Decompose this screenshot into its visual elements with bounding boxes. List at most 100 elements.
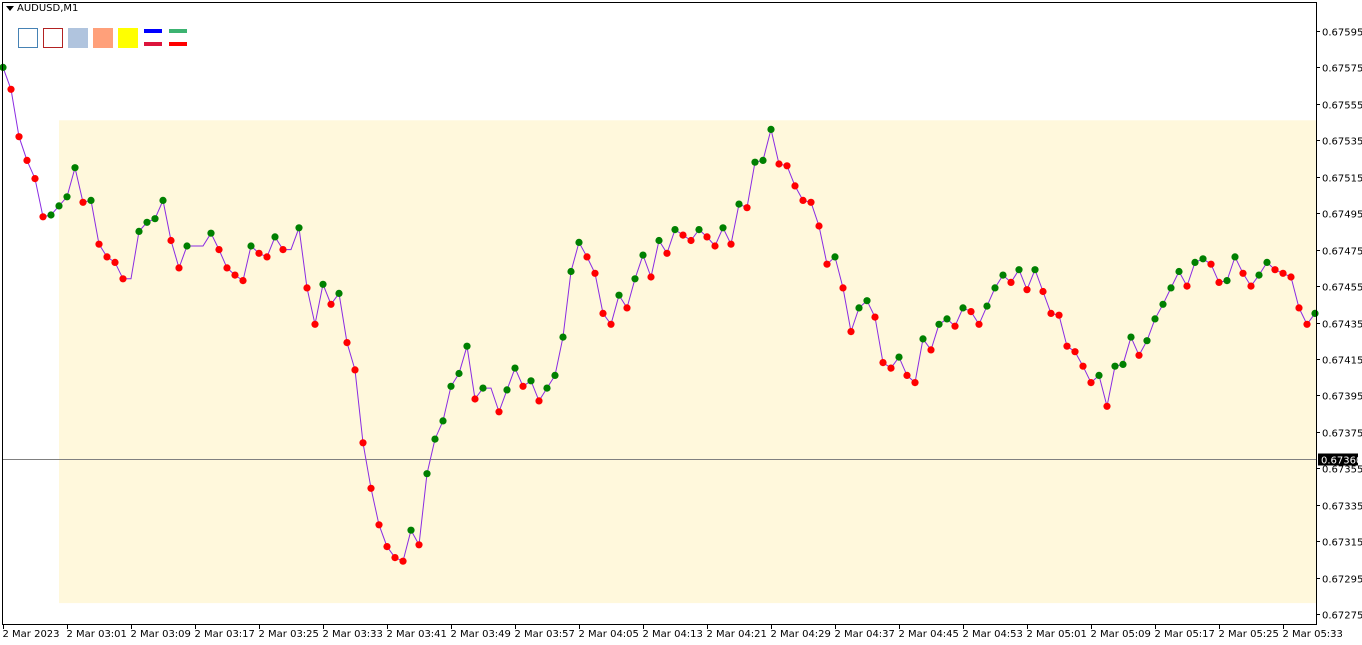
down-bar-dot xyxy=(599,309,607,317)
down-bar-dot xyxy=(679,231,687,239)
down-bar-dot xyxy=(887,364,895,372)
up-bar-dot xyxy=(863,297,871,305)
down-bar-dot xyxy=(791,182,799,190)
x-tick-label: 2 Mar 04:29 xyxy=(771,629,831,640)
line-pair-blue-crimson-tool[interactable] xyxy=(143,28,163,48)
up-bar-dot xyxy=(759,156,767,164)
line-pair-green-red-tool[interactable] xyxy=(168,28,188,48)
down-bar-dot xyxy=(119,275,127,283)
down-bar-dot xyxy=(783,162,791,170)
highlight-zone[interactable] xyxy=(59,120,1316,604)
up-bar-dot xyxy=(655,236,663,245)
down-bar-dot xyxy=(871,313,879,321)
x-tick-label: 2 Mar 05:33 xyxy=(1283,629,1343,640)
price-axis: 0.67595 0.67575 0.67555 0.67535 0.67515 0.674… xyxy=(1316,28,1362,622)
down-bar-dot xyxy=(1047,309,1055,317)
up-bar-dot xyxy=(983,302,991,310)
dropdown-triangle-icon[interactable] xyxy=(6,6,14,11)
down-bar-dot xyxy=(1239,269,1247,277)
up-bar-dot xyxy=(1127,333,1135,341)
down-bar-dot xyxy=(1295,304,1303,312)
up-bar-dot xyxy=(1175,267,1183,276)
up-bar-dot xyxy=(671,226,679,234)
up-bar-dot xyxy=(639,251,647,259)
up-bar-dot xyxy=(511,364,519,372)
down-bar-dot xyxy=(535,397,543,405)
up-bar-dot xyxy=(1311,309,1319,317)
down-bar-dot xyxy=(1303,320,1311,328)
down-bar-dot xyxy=(367,484,375,492)
up-bar-dot xyxy=(135,227,143,235)
x-tick-label: 2 Mar 03:33 xyxy=(323,629,383,640)
down-bar-dot xyxy=(1215,278,1223,286)
down-bar-dot xyxy=(951,322,959,330)
y-tick-label: 0.67495 xyxy=(1322,210,1362,221)
down-bar-dot xyxy=(1007,278,1015,286)
rectangle-outline-red-tool[interactable] xyxy=(43,28,63,48)
up-bar-dot xyxy=(423,470,431,478)
down-bar-dot xyxy=(799,196,807,204)
x-tick-label: 2 Mar 05:25 xyxy=(1219,629,1279,640)
down-bar-dot xyxy=(591,269,599,277)
x-tick-label: 2 Mar 04:13 xyxy=(643,629,703,640)
up-bar-dot xyxy=(1255,271,1263,279)
x-tick-label: 2 Mar 04:53 xyxy=(963,629,1023,640)
x-tick-label: 2 Mar 2023 xyxy=(3,629,60,640)
up-bar-dot xyxy=(295,224,303,232)
rectangle-filled-steelblue-tool[interactable] xyxy=(68,28,88,48)
x-tick-label: 2 Mar 04:37 xyxy=(835,629,895,640)
down-bar-dot xyxy=(23,156,31,164)
down-bar-dot xyxy=(343,339,351,347)
up-bar-dot xyxy=(543,384,551,392)
time-axis: 2 Mar 2023 2 Mar 03:01 2 Mar 03:09 2 Mar 03… xyxy=(3,625,1343,640)
up-bar-dot xyxy=(439,417,447,425)
down-bar-dot xyxy=(1287,273,1295,281)
down-bar-dot xyxy=(303,284,311,292)
down-bar-dot xyxy=(399,557,407,565)
up-bar-dot xyxy=(1231,253,1239,261)
down-bar-dot xyxy=(391,554,399,562)
down-bar-dot xyxy=(1055,311,1063,319)
down-bar-dot xyxy=(1271,266,1279,274)
plot-frame xyxy=(2,2,1317,625)
rectangle-outline-blue-tool[interactable] xyxy=(18,28,38,48)
up-bar-dot xyxy=(407,526,415,534)
y-tick-label: 0.67275 xyxy=(1322,611,1362,622)
up-bar-dot xyxy=(447,382,455,390)
up-bar-dot xyxy=(631,275,639,283)
y-tick-label: 0.67555 xyxy=(1322,101,1362,112)
down-bar-dot xyxy=(415,541,423,549)
down-bar-dot xyxy=(111,258,119,266)
bid-price-label-bg xyxy=(1318,453,1358,466)
down-bar-dot xyxy=(351,366,359,374)
up-bar-dot xyxy=(991,284,999,292)
rectangle-filled-salmon-tool[interactable] xyxy=(93,28,113,48)
down-bar-dot xyxy=(1079,362,1087,370)
down-bar-dot xyxy=(815,222,823,230)
down-bar-dot xyxy=(623,304,631,312)
rectangle-filled-yellow-tool[interactable] xyxy=(118,28,138,48)
up-bar-dot xyxy=(1159,300,1167,308)
up-bar-dot xyxy=(735,200,743,208)
up-bar-dot xyxy=(831,253,839,261)
up-bar-dot xyxy=(151,215,159,223)
x-tick-label: 2 Mar 03:25 xyxy=(259,629,319,640)
up-bar-dot xyxy=(431,435,439,443)
down-bar-dot xyxy=(519,382,527,390)
up-bar-dot xyxy=(143,218,151,226)
x-tick-label: 2 Mar 03:01 xyxy=(67,629,127,640)
up-bar-dot xyxy=(767,125,775,133)
down-bar-dot xyxy=(903,371,911,379)
up-bar-dot xyxy=(47,211,55,219)
down-bar-dot xyxy=(167,236,175,245)
down-bar-dot xyxy=(1087,379,1095,387)
x-tick-label: 2 Mar 04:21 xyxy=(707,629,767,640)
down-bar-dot xyxy=(279,246,287,254)
down-bar-dot xyxy=(1039,287,1047,296)
up-bar-dot xyxy=(63,193,71,201)
up-bar-dot xyxy=(1191,258,1199,266)
up-bar-dot xyxy=(1167,284,1175,292)
up-bar-dot xyxy=(1095,371,1103,379)
up-bar-dot xyxy=(943,315,951,323)
